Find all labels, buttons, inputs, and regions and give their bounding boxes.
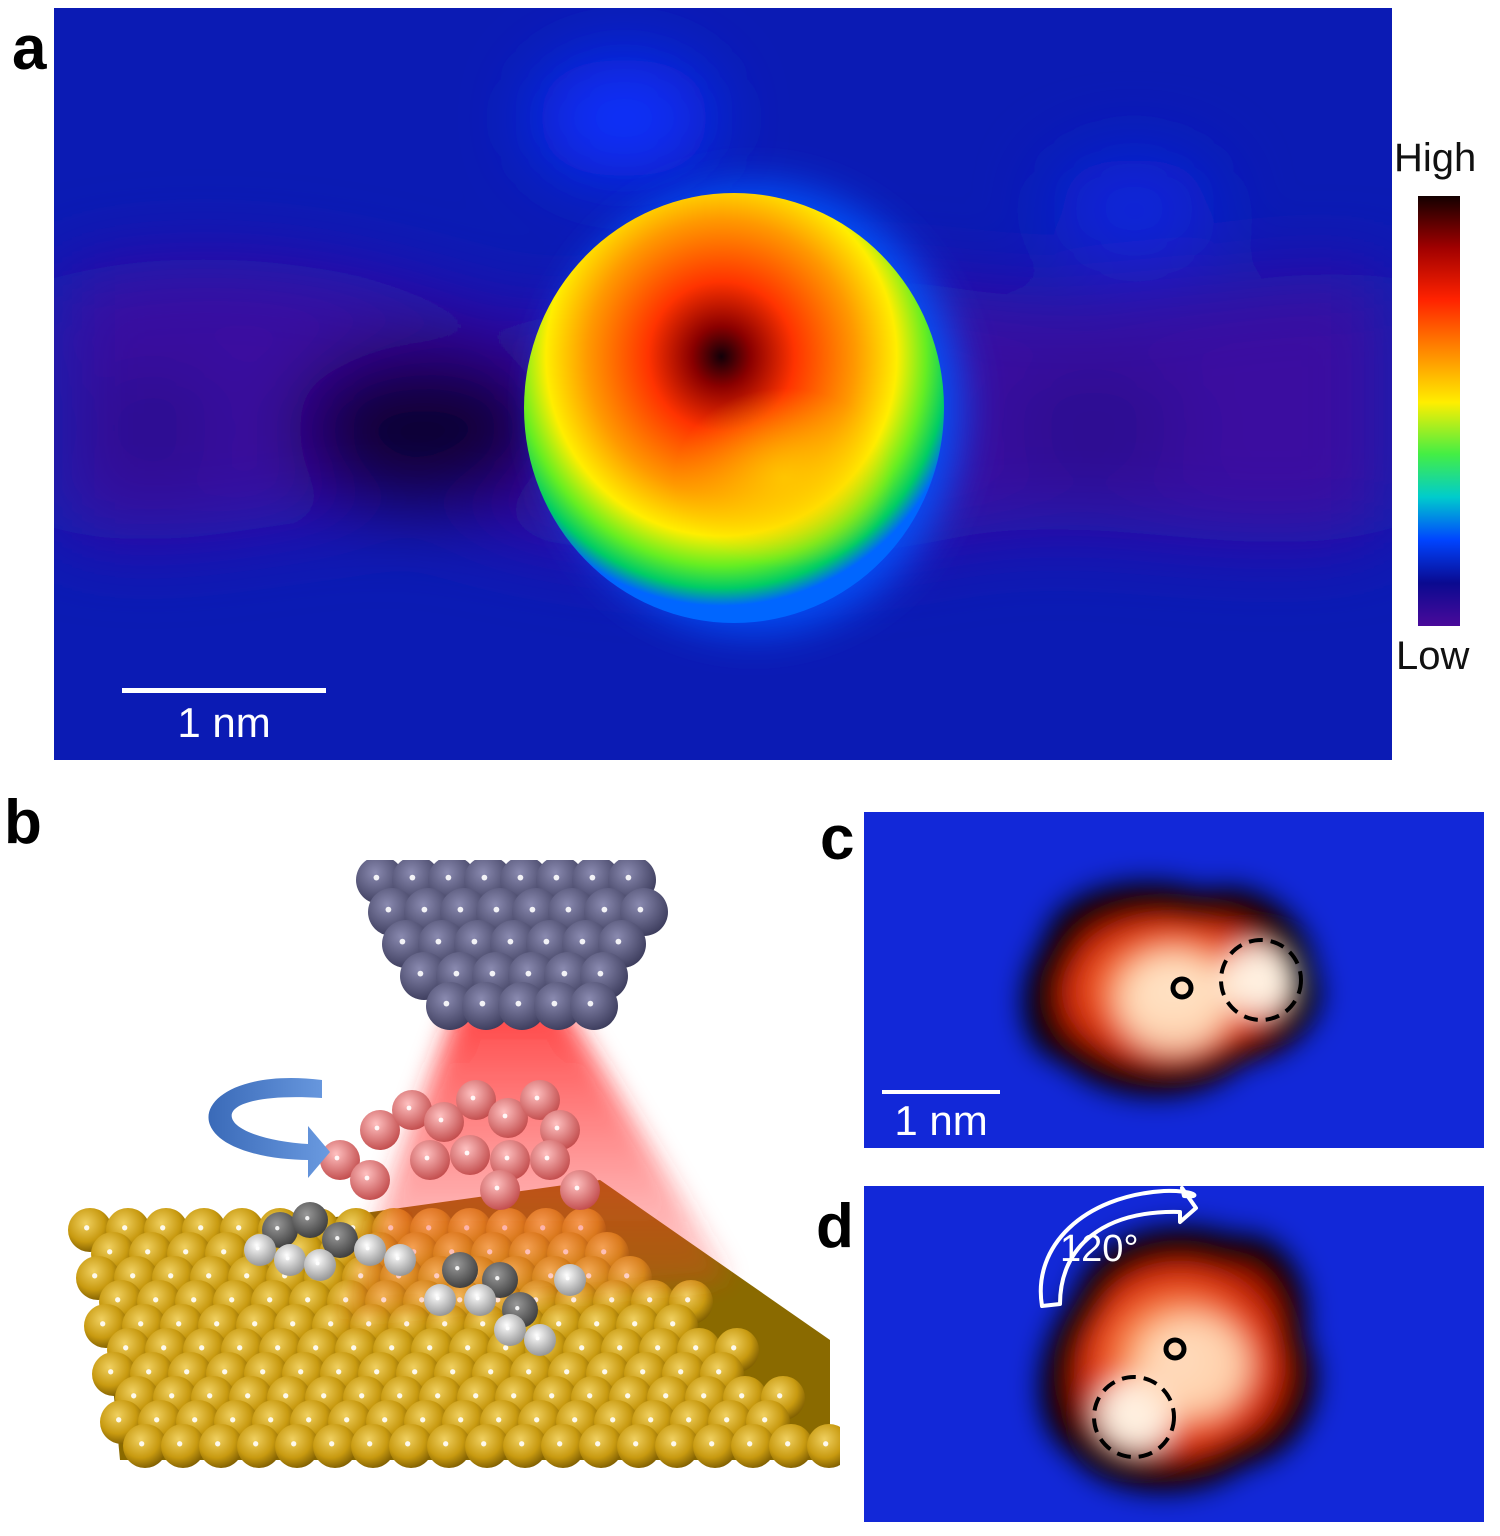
scale-bar-c [882,1090,1000,1094]
dashed-circle-d [1092,1375,1176,1459]
scale-bar-c-label: 1 nm [894,1097,988,1144]
panel-label-c: c [820,804,855,873]
panel-a-heatmap: 1 nm [54,8,1392,760]
panel-d-image: 120° [864,1186,1484,1522]
rotation-arrow-d-icon [1038,1186,1198,1308]
panel-label-d: d [816,1192,854,1261]
panel-c-image: 1 nm [864,812,1484,1148]
panel-b-illustration [40,860,840,1480]
scale-bar-a [122,688,326,693]
panel-label-a: a [12,14,47,83]
rotation-angle-label: 120° [1060,1228,1139,1270]
colorbar [1418,196,1460,626]
rotation-arrow-icon [208,1078,330,1178]
panel-label-b: b [4,788,42,857]
colorbar-low-label: Low [1396,634,1470,678]
center-marker-c [1170,976,1194,1000]
center-marker-d [1163,1337,1187,1361]
dashed-circle-c [1219,938,1303,1022]
colorbar-high-label: High [1394,136,1477,180]
scale-bar-a-label: 1 nm [177,699,271,746]
